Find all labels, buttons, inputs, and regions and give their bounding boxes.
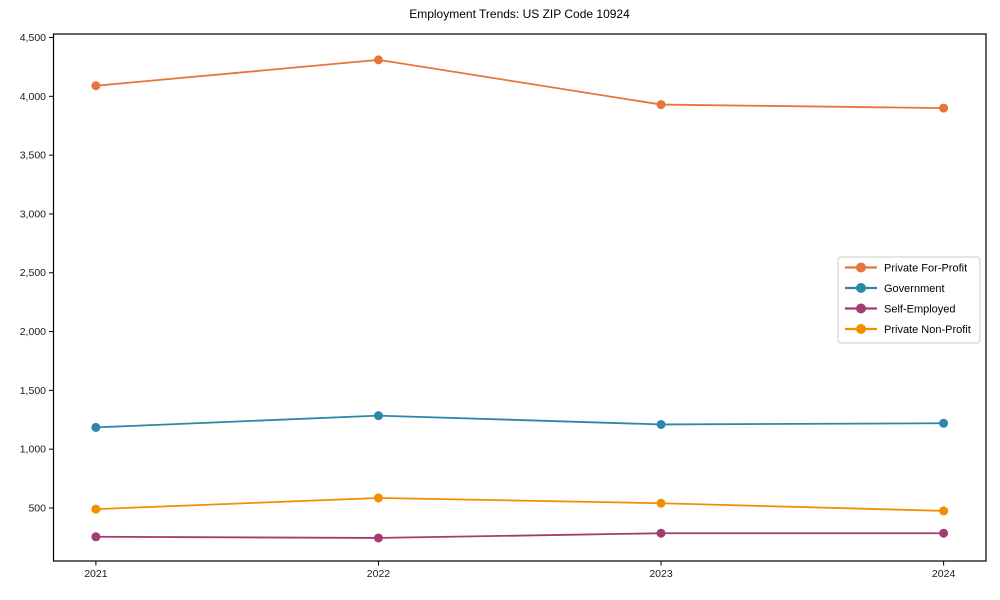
data-point (656, 100, 666, 110)
series-government (91, 411, 949, 432)
data-point (656, 528, 666, 538)
chart-title: Employment Trends: US ZIP Code 10924 (409, 7, 630, 21)
y-axis-tick-label: 1,000 (20, 444, 46, 456)
data-point (939, 418, 949, 428)
data-point (656, 419, 666, 429)
legend-marker (856, 262, 866, 273)
legend-label: Private Non-Profit (884, 324, 971, 336)
legend-label: Private For-Profit (884, 263, 967, 275)
legend-item: Self-Employed (845, 303, 956, 316)
legend: Private For-Profit Government Self-Employe… (837, 256, 981, 344)
legend-label: Self-Employed (884, 304, 956, 316)
plot-border (52, 33, 987, 562)
x-axis-tick-label: 2024 (932, 568, 956, 580)
data-point (939, 528, 949, 538)
data-point (939, 506, 949, 516)
series-line (94, 532, 945, 539)
y-axis-tick-label: 3,000 (20, 208, 46, 220)
legend-item: Government (845, 283, 945, 295)
data-point (656, 498, 666, 508)
y-axis-tick-label: 4,000 (20, 91, 46, 103)
legend-label: Government (884, 283, 945, 295)
data-point (373, 411, 383, 421)
x-axis-tick-label: 2022 (367, 568, 391, 580)
series-self-employed (91, 528, 949, 543)
data-point (91, 504, 101, 514)
legend-item: Private Non-Profit (845, 324, 971, 336)
series-line (94, 58, 945, 109)
legend-marker (856, 324, 866, 334)
y-axis-tick-label: 2,000 (20, 326, 46, 338)
data-point (91, 532, 101, 542)
data-point (373, 55, 383, 65)
series-line (94, 497, 945, 512)
legend-item: Private For-Profit (845, 262, 967, 275)
x-axis-tick-label: 2023 (649, 568, 673, 580)
data-point (939, 103, 949, 113)
legend-marker (856, 283, 866, 293)
data-point (91, 422, 101, 432)
legend-box (837, 256, 981, 344)
y-axis-tick-label: 2,500 (20, 267, 46, 279)
legend-marker (856, 303, 866, 314)
y-axis-tick-label: 1,500 (20, 385, 46, 397)
y-axis-tick-label: 500 (28, 502, 46, 514)
series-private-non-profit (91, 493, 949, 516)
series-private-for-profit (91, 55, 949, 113)
y-axis-tick-label: 3,500 (20, 150, 46, 162)
series-line (94, 414, 945, 429)
x-axis-tick-label: 2021 (84, 568, 108, 580)
data-point (91, 81, 101, 91)
data-point (373, 533, 383, 543)
y-axis-tick-label: 4,500 (20, 32, 46, 44)
data-point (373, 493, 383, 503)
